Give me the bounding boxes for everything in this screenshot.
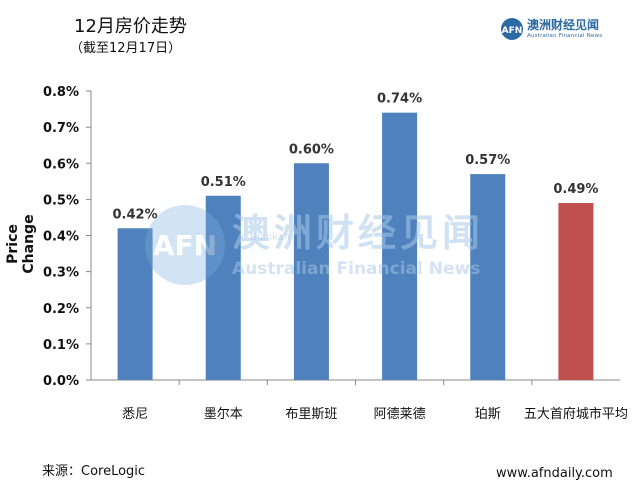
source-note: 来源：CoreLogic (42, 464, 146, 479)
y-tick-label: 0.8% (43, 85, 79, 100)
watermark-text: 澳洲财经见闻 (232, 211, 485, 255)
data-label: 0.57% (465, 153, 510, 168)
data-label: 0.42% (113, 207, 158, 222)
y-tick-label: 0.7% (43, 121, 79, 136)
bar (558, 202, 594, 380)
chart-subtitle: （截至12月17日） (70, 41, 182, 56)
bar (382, 112, 418, 381)
logo-name: 澳洲财经见闻 (527, 18, 600, 32)
data-label: 0.51% (201, 175, 246, 190)
x-tick-label: 阿德莱德 (374, 407, 426, 422)
watermark-pinyin: Biankan (250, 232, 291, 243)
bar (205, 195, 241, 380)
x-tick-label: 墨尔本 (204, 407, 243, 422)
data-label: 0.60% (289, 142, 334, 157)
y-tick-label: 0.2% (43, 302, 79, 317)
y-tick-label: 0.4% (43, 230, 79, 245)
y-tick-label: 0.3% (43, 266, 79, 281)
afn-logo-icon: AFN (501, 18, 523, 40)
x-tick-label: 悉尼 (122, 407, 148, 422)
y-tick-label: 0.1% (43, 338, 79, 353)
website-link[interactable]: www.afndaily.com (496, 466, 613, 481)
y-tick-label: 0.0% (43, 374, 79, 389)
logo-subtitle: Australian Financial News (527, 33, 603, 39)
chart-title: 12月房价走势 (74, 16, 187, 37)
data-label: 0.49% (553, 182, 598, 197)
watermark-subtitle: Australian Financial News (232, 259, 481, 279)
logo-mark: AFN (502, 26, 523, 36)
y-tick-label: 0.5% (43, 193, 79, 208)
bar (293, 163, 329, 380)
x-tick-label: 五大首府城市平均 (524, 406, 628, 422)
bar (117, 228, 153, 380)
x-tick-label: 布里斯班 (285, 407, 337, 422)
x-tick-label: 珀斯 (475, 407, 501, 422)
y-tick-label: 0.6% (43, 157, 79, 172)
data-label: 0.74% (377, 92, 422, 107)
bar (470, 174, 506, 380)
